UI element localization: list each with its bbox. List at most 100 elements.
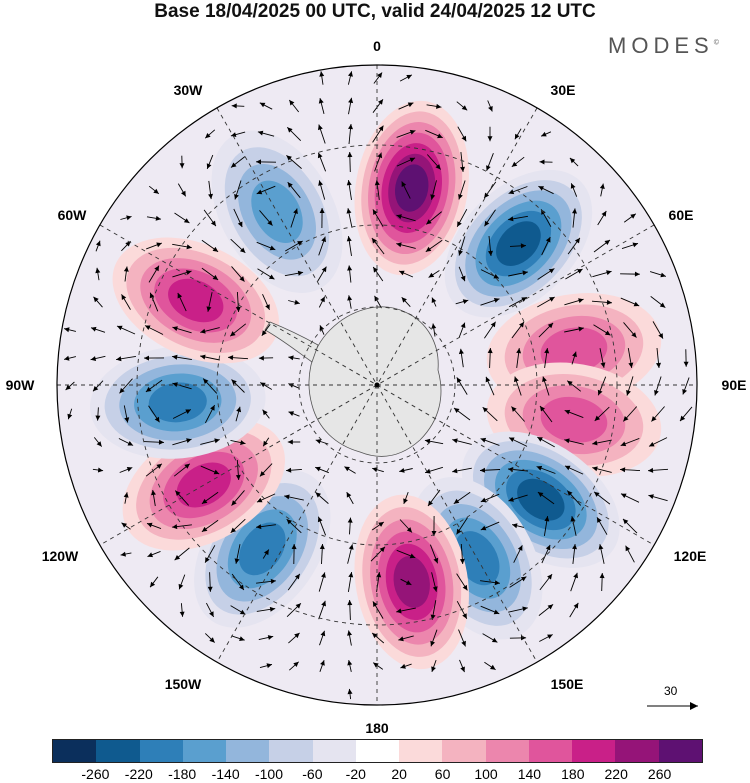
colorbar-tick-label: 260	[647, 766, 672, 782]
wind-arrow-head	[95, 267, 101, 274]
lon-label-0: 0	[373, 38, 381, 54]
wind-arrow-head	[172, 382, 178, 387]
wind-vectors	[63, 71, 693, 700]
wind-arrow-head	[651, 416, 657, 422]
wind-arrow-head	[400, 663, 406, 669]
wind-arrow-head	[460, 666, 465, 673]
wind-arrow-head	[144, 355, 149, 361]
wind-arrow-head	[376, 572, 382, 578]
anomaly-contour	[540, 327, 608, 374]
wind-arrow-head	[205, 133, 211, 139]
wind-arrow-head	[319, 208, 325, 213]
wind-arrow-head	[319, 71, 325, 77]
wind-arrow-head	[269, 606, 276, 612]
colorbar-swatch	[355, 740, 400, 762]
wind-arrow-head	[578, 298, 584, 303]
wind-arrow-head	[682, 389, 687, 395]
wind-arrow-head	[598, 544, 604, 550]
wind-arrow-head	[289, 100, 295, 106]
wind-arrow-head	[621, 493, 627, 499]
anomaly-contour	[496, 221, 541, 266]
colorbar-tick-label: 220	[604, 766, 628, 782]
wind-arrow-head	[259, 471, 266, 477]
wind-arrow-head	[295, 603, 301, 609]
wind-arrow-head	[660, 272, 666, 278]
wind-arrow-head	[95, 240, 101, 247]
lon-label-120e: 120E	[674, 548, 707, 564]
wind-arrow-head	[123, 266, 129, 272]
wind-arrow-head	[406, 74, 412, 80]
meridian-30e-150w	[216, 107, 538, 663]
lon-label-180: 180	[365, 720, 389, 736]
wind-arrow-head	[517, 545, 523, 551]
wind-arrow-head	[293, 661, 299, 667]
map-field	[57, 65, 697, 705]
wind-arrow-head	[212, 274, 219, 280]
wind-arrow-head	[569, 157, 576, 164]
wind-arrow-head	[564, 465, 571, 471]
wind-arrow-head	[480, 467, 486, 473]
wind-arrow-head	[620, 467, 626, 473]
wind-arrow-head	[493, 298, 500, 303]
wind-arrow-head	[186, 244, 192, 250]
wind-arrow-head	[288, 383, 294, 388]
south-pole-marker	[374, 382, 380, 388]
wind-arrow-head	[436, 103, 442, 109]
wind-arrow-head	[480, 525, 487, 531]
wind-arrow-head	[649, 442, 655, 447]
wind-arrow-head	[625, 545, 631, 552]
wind-arrow-head	[536, 465, 543, 471]
wind-arrow-head	[320, 660, 325, 666]
wind-arrow-head	[65, 384, 71, 390]
wind-arrow-head	[183, 218, 190, 223]
wind-arrow-head	[407, 102, 414, 108]
wind-arrow-head	[264, 549, 269, 556]
wind-arrow-head	[620, 441, 627, 447]
colorbar-tick-label: 60	[434, 766, 451, 782]
wind-arrow-head	[320, 630, 326, 637]
wind-arrow-head	[373, 662, 379, 668]
wind-arrow-head	[293, 208, 298, 214]
wind-arrow-head	[318, 98, 324, 104]
wind-arrow-head	[508, 189, 515, 195]
wind-arrow-head	[396, 214, 402, 219]
wind-arrow-head	[287, 439, 293, 445]
wind-arrow-head	[480, 497, 487, 503]
wind-arrow-head	[520, 576, 527, 582]
wind-arrow-head	[267, 220, 273, 226]
wind-arrow-head	[628, 362, 634, 368]
colorbar-swatch	[96, 740, 140, 762]
brand-logo: MODES©	[608, 33, 719, 59]
wind-arrow-head	[156, 463, 162, 469]
wind-arrow-head	[425, 468, 431, 474]
wind-arrow-head	[462, 584, 468, 591]
wind-arrow-head	[452, 438, 458, 444]
wind-arrow-head	[151, 490, 156, 496]
wind-arrow-head	[150, 581, 156, 588]
wind-arrow-head	[97, 467, 104, 473]
wind-arrow-head	[228, 355, 234, 361]
wind-arrow-head	[372, 601, 378, 607]
wind-arrow-head	[263, 440, 268, 447]
wind-arrow-head	[401, 297, 407, 303]
wind-arrow-head	[153, 188, 159, 194]
wind-arrow-head	[231, 379, 237, 385]
anomaly-contour	[251, 180, 303, 243]
wind-arrow-head	[540, 406, 545, 412]
wind-arrow-head	[259, 102, 266, 108]
wind-arrow-head	[378, 522, 384, 527]
wind-arrow-head	[90, 356, 97, 361]
colorbar-tick-label: 100	[474, 766, 498, 782]
wind-arrow-head	[592, 466, 598, 472]
wind-arrow-head	[287, 127, 293, 133]
wind-arrow-head	[630, 213, 636, 219]
colorbar-tick-label: 20	[391, 766, 407, 782]
wind-arrow-head	[200, 328, 206, 334]
wind-arrow-head	[203, 378, 209, 384]
colorbar-swatch	[312, 740, 356, 762]
wind-arrow-head	[321, 600, 326, 607]
wind-arrow-head	[184, 463, 190, 469]
anomaly-contour	[168, 278, 224, 323]
wind-arrow-head	[239, 276, 245, 282]
wind-arrow-head	[509, 437, 515, 442]
